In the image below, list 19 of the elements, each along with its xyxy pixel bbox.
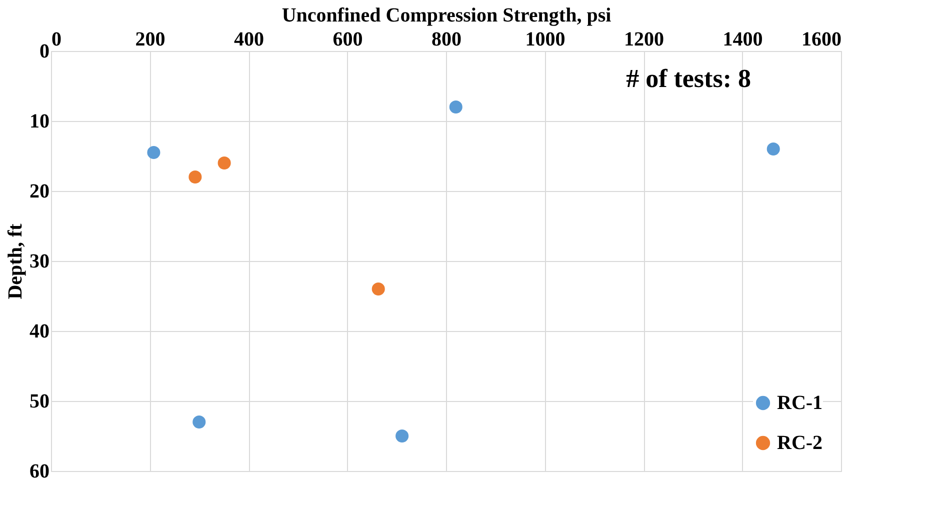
legend-label: RC-2	[777, 432, 823, 454]
x-tick-label: 200	[135, 28, 166, 50]
y-tick-label: 60	[30, 460, 50, 482]
y-tick-label: 20	[30, 180, 50, 202]
x-tick-label: 1600	[802, 28, 842, 50]
y-axis-title: Depth, ft	[4, 223, 26, 300]
legend-label: RC-1	[777, 392, 823, 414]
y-tick-label: 10	[30, 110, 50, 132]
x-tick-label: 600	[332, 28, 363, 50]
x-axis-title: Unconfined Compression Strength, psi	[282, 4, 612, 26]
x-tick-label: 1000	[525, 28, 566, 50]
y-tick-label: 40	[30, 320, 50, 342]
y-tick-label: 50	[30, 390, 50, 412]
x-tick-label: 400	[234, 28, 264, 50]
y-tick-label: 30	[30, 250, 50, 272]
x-tick-label: 800	[432, 28, 462, 50]
x-tick-label: 1400	[722, 28, 763, 50]
annotation: # of tests: 8	[626, 64, 751, 93]
x-tick-label: 1200	[624, 28, 664, 50]
